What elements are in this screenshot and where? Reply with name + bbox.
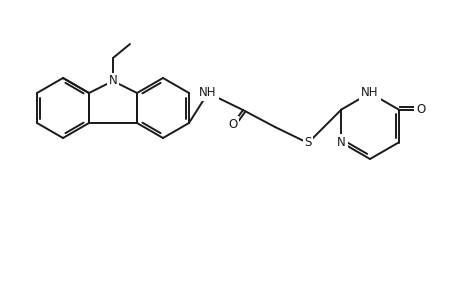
Text: N: N [336, 136, 345, 149]
Text: NH: NH [361, 86, 378, 100]
Text: N: N [108, 74, 117, 88]
Text: S: S [304, 136, 311, 150]
Text: NH: NH [199, 86, 216, 100]
Text: O: O [228, 118, 237, 130]
Text: O: O [415, 103, 424, 116]
